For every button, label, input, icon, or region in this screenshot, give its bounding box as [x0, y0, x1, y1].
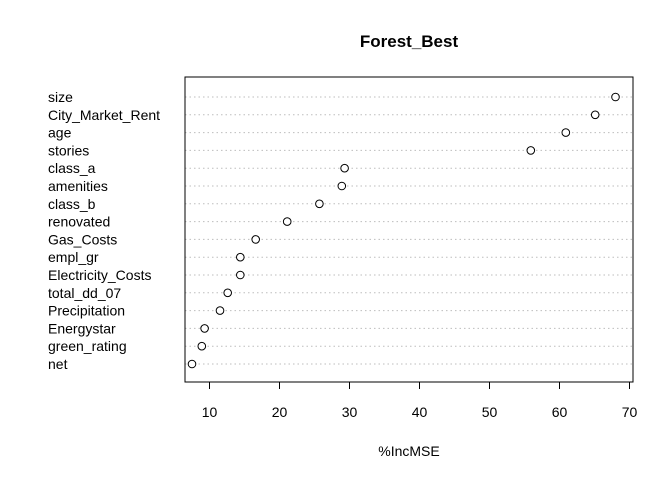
category-label: renovated — [48, 214, 110, 230]
data-point — [251, 235, 260, 244]
data-point — [526, 146, 536, 155]
data-point — [215, 306, 225, 315]
x-tick-label: 40 — [412, 404, 428, 420]
category-label: total_dd_07 — [48, 285, 121, 301]
category-label: size — [48, 89, 73, 105]
category-label: Precipitation — [48, 303, 125, 319]
data-point — [561, 128, 571, 137]
category-label: amenities — [48, 178, 108, 194]
x-tick-label: 70 — [622, 404, 638, 420]
category-label: age — [48, 125, 72, 141]
x-axis: 10 20 30 40 50 60 70 — [202, 381, 638, 420]
gridlines — [185, 96, 633, 365]
plot-frame — [184, 76, 634, 383]
category-label: Electricity_Costs — [48, 267, 151, 283]
data-point — [315, 199, 324, 209]
data-point — [282, 217, 292, 226]
category-label: green_rating — [48, 338, 127, 354]
category-label: net — [48, 356, 68, 372]
data-point — [340, 163, 349, 173]
data-point — [223, 288, 232, 298]
data-point — [236, 252, 245, 262]
data-point — [337, 181, 347, 191]
x-axis-label: %IncMSE — [378, 443, 439, 459]
category-label: class_b — [48, 196, 96, 212]
data-point — [200, 324, 209, 333]
x-tick-label: 30 — [342, 404, 358, 420]
category-label: stories — [48, 142, 89, 158]
x-tick-label: 60 — [552, 404, 568, 420]
data-points — [187, 92, 620, 369]
x-tick-label: 10 — [202, 404, 218, 420]
data-point — [611, 92, 620, 102]
category-label: City_Market_Rent — [48, 107, 160, 123]
x-tick-label: 50 — [482, 404, 498, 420]
data-point — [236, 270, 245, 280]
data-point — [197, 341, 207, 351]
category-label: Energystar — [48, 320, 116, 336]
category-label: empl_gr — [48, 249, 99, 265]
category-label: Gas_Costs — [48, 231, 117, 247]
data-point — [590, 110, 600, 120]
data-point — [187, 359, 197, 369]
category-label: class_a — [48, 160, 96, 176]
x-tick-label: 20 — [272, 404, 288, 420]
chart-title: Forest_Best — [360, 32, 459, 51]
